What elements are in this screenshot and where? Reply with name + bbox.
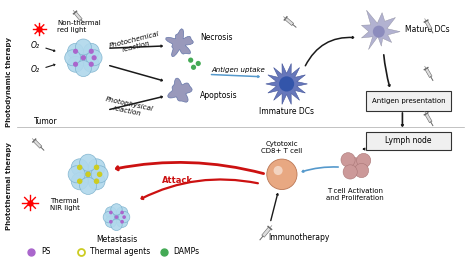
Text: O₂: O₂ — [30, 65, 39, 74]
Circle shape — [88, 159, 105, 176]
Circle shape — [111, 211, 122, 223]
Text: Lymph node: Lymph node — [385, 136, 431, 145]
Circle shape — [73, 62, 78, 67]
Text: Photodynamic therapy: Photodynamic therapy — [6, 37, 12, 127]
Circle shape — [120, 220, 124, 224]
Polygon shape — [362, 10, 400, 49]
Circle shape — [111, 204, 122, 215]
Circle shape — [80, 154, 97, 171]
Text: Mature DCs: Mature DCs — [405, 25, 449, 34]
Circle shape — [343, 165, 357, 179]
Polygon shape — [425, 113, 432, 123]
Circle shape — [75, 39, 91, 55]
Circle shape — [77, 165, 82, 170]
Circle shape — [68, 43, 83, 59]
Circle shape — [122, 215, 126, 219]
FancyBboxPatch shape — [366, 132, 451, 150]
Text: Non-thermal
red light: Non-thermal red light — [57, 20, 101, 33]
Circle shape — [83, 43, 99, 59]
Circle shape — [117, 216, 128, 227]
Circle shape — [86, 50, 102, 66]
FancyBboxPatch shape — [366, 91, 451, 111]
Circle shape — [75, 50, 91, 66]
Circle shape — [196, 61, 201, 66]
Polygon shape — [266, 64, 308, 104]
Circle shape — [94, 179, 100, 184]
Circle shape — [68, 56, 83, 72]
Text: Antigen presentation: Antigen presentation — [372, 98, 445, 104]
Circle shape — [373, 26, 385, 38]
Text: PS: PS — [41, 247, 50, 256]
Circle shape — [65, 50, 81, 66]
Circle shape — [103, 211, 115, 223]
Circle shape — [85, 171, 91, 177]
Circle shape — [68, 166, 85, 183]
Polygon shape — [285, 17, 294, 26]
Text: Photothermal therapy: Photothermal therapy — [6, 142, 12, 230]
Text: Apoptosis: Apoptosis — [200, 91, 238, 100]
Circle shape — [279, 76, 294, 92]
Circle shape — [80, 166, 97, 183]
Text: DAMPs: DAMPs — [173, 247, 200, 256]
Text: Immunotherapy: Immunotherapy — [268, 233, 329, 242]
Text: Antigen uptake: Antigen uptake — [211, 67, 265, 73]
Polygon shape — [262, 227, 271, 237]
Circle shape — [348, 158, 362, 172]
Circle shape — [89, 62, 94, 67]
Polygon shape — [33, 139, 42, 148]
Text: Thermal
NIR light: Thermal NIR light — [50, 198, 80, 211]
Circle shape — [120, 211, 124, 214]
Polygon shape — [425, 68, 432, 78]
Polygon shape — [74, 12, 82, 21]
Text: T cell Activation
and Proliferation: T cell Activation and Proliferation — [326, 188, 384, 201]
Circle shape — [115, 215, 118, 219]
Circle shape — [94, 165, 100, 170]
Circle shape — [273, 166, 283, 175]
Circle shape — [105, 207, 117, 218]
Circle shape — [75, 60, 91, 77]
Circle shape — [111, 219, 122, 231]
Polygon shape — [166, 29, 193, 57]
Circle shape — [80, 177, 97, 194]
Circle shape — [118, 211, 130, 223]
Circle shape — [89, 49, 94, 54]
Circle shape — [91, 166, 108, 183]
Circle shape — [355, 163, 369, 178]
Circle shape — [191, 65, 196, 70]
Text: Cytotoxic
CD8+ T cell: Cytotoxic CD8+ T cell — [261, 141, 302, 154]
Polygon shape — [168, 78, 192, 102]
Circle shape — [97, 171, 102, 177]
Circle shape — [88, 173, 105, 190]
Text: Tumor: Tumor — [34, 117, 57, 125]
Text: Photochemical
reaction: Photochemical reaction — [109, 31, 162, 56]
Circle shape — [356, 153, 371, 168]
Text: Photophysical
reaction: Photophysical reaction — [103, 96, 154, 119]
Circle shape — [83, 56, 99, 72]
Circle shape — [73, 49, 78, 54]
Text: Immature DCs: Immature DCs — [259, 107, 314, 115]
Circle shape — [71, 173, 88, 190]
Text: Attack: Attack — [163, 176, 193, 185]
Text: O₂: O₂ — [30, 41, 39, 50]
Polygon shape — [425, 20, 432, 30]
Text: Thermal agents: Thermal agents — [91, 247, 151, 256]
Circle shape — [71, 159, 88, 176]
Circle shape — [77, 179, 82, 184]
Circle shape — [91, 55, 97, 60]
Circle shape — [105, 216, 117, 227]
Circle shape — [188, 58, 193, 63]
Circle shape — [81, 55, 86, 60]
Circle shape — [117, 207, 128, 218]
Circle shape — [109, 220, 113, 224]
Circle shape — [109, 211, 113, 214]
Circle shape — [341, 153, 355, 167]
Text: Necrosis: Necrosis — [200, 33, 233, 42]
Circle shape — [267, 159, 297, 190]
Text: Metastasis: Metastasis — [96, 235, 137, 244]
